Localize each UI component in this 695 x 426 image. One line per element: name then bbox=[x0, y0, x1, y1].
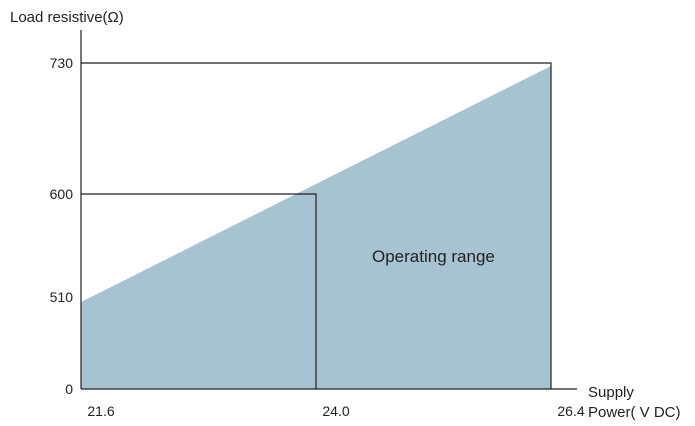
x-axis-label-line1: Supply bbox=[588, 384, 634, 401]
x-tick-label-26.4: 26.4 bbox=[557, 403, 584, 419]
x-axis-label-line2: Power( V DC) bbox=[588, 404, 681, 421]
y-tick-label-730: 730 bbox=[50, 55, 74, 71]
y-tick-label-510: 510 bbox=[50, 289, 74, 305]
x-tick-labels: 21.6 24.0 26.4 bbox=[87, 403, 584, 419]
x-tick-label-21.6: 21.6 bbox=[87, 403, 114, 419]
y-tick-label-0: 0 bbox=[65, 381, 73, 397]
x-tick-label-24.0: 24.0 bbox=[322, 403, 349, 419]
reference-lines bbox=[81, 62, 552, 389]
y-tick-label-600: 600 bbox=[50, 186, 74, 202]
y-tick-labels: 0 510 600 730 bbox=[50, 55, 74, 397]
y-axis-label: Load resistive(Ω) bbox=[10, 9, 124, 26]
reference-line-1 bbox=[81, 62, 552, 389]
reference-line-0 bbox=[81, 193, 317, 389]
operating-range-label: Operating range bbox=[372, 247, 495, 266]
